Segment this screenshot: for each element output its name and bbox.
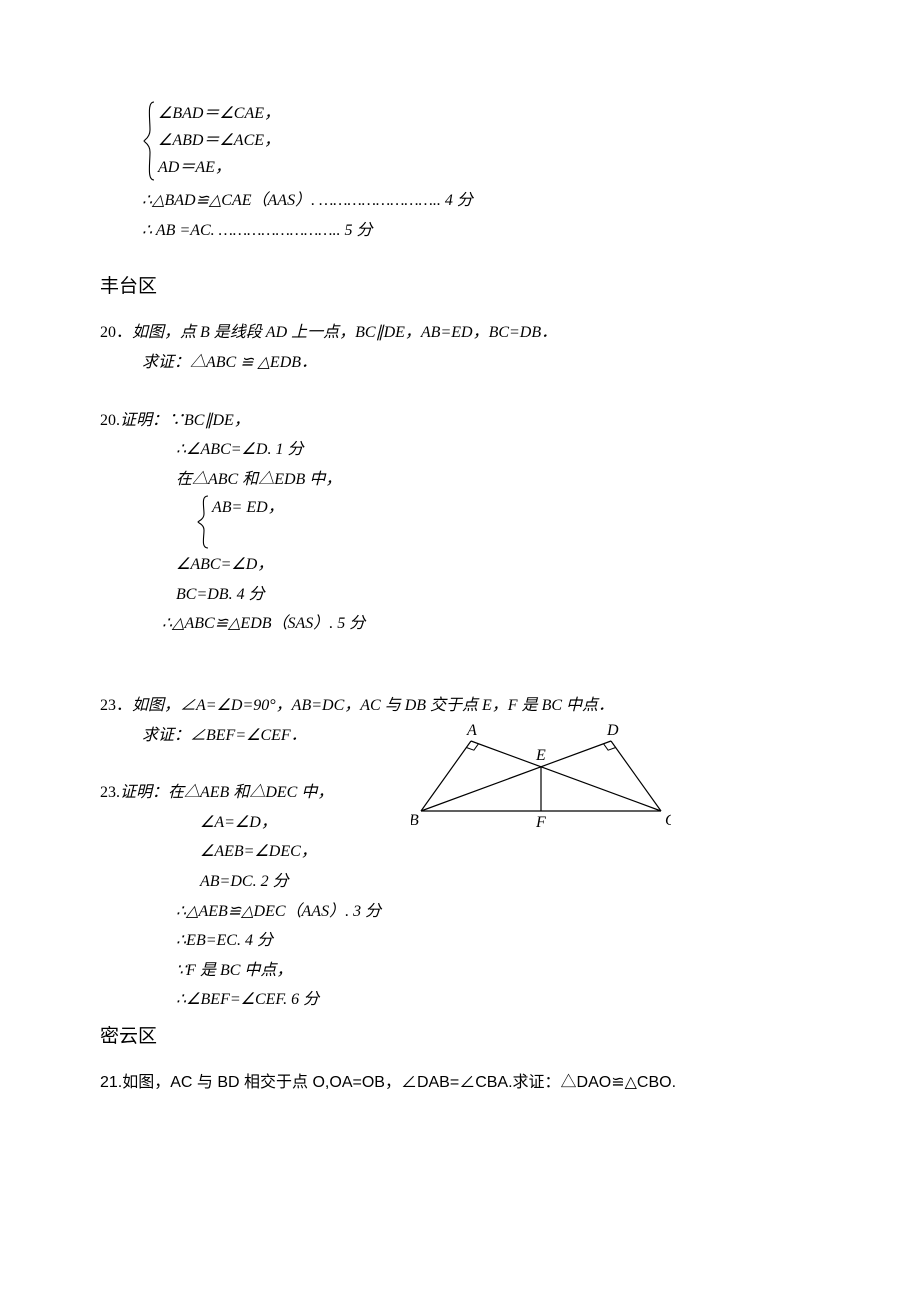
problem-number: 23．	[100, 691, 132, 721]
proof-23: 23. 证明：在△AEB 和△DEC 中，	[100, 778, 381, 808]
equation-brace-20: AB= ED，	[196, 494, 820, 550]
figure-23: A D E B F C	[411, 721, 671, 842]
svg-text:A: A	[466, 722, 477, 739]
eq-line: ∠ABD＝∠ACE，	[158, 127, 280, 154]
proof-line: ∴∠BEF=∠CEF. 6 分	[100, 985, 381, 1015]
eq-line: AD＝AE，	[158, 154, 280, 181]
problem-20: 20．如图，点 B 是线段 AD 上一点，BC∥DE，AB=ED，BC=DB．	[100, 318, 820, 348]
eq-line: ∠BAD＝∠CAE，	[158, 100, 280, 127]
section-miyun: 密云区	[100, 1019, 820, 1054]
proof-line: ∠A=∠D，	[100, 808, 381, 838]
eq-line: AB= ED，	[212, 494, 284, 521]
problem-text: 求证：△ABC ≌ △EDB．	[100, 348, 820, 378]
problem-21: 21.如图，AC 与 BD 相交于点 O,OA=OB，∠DAB=∠CBA.求证：…	[100, 1068, 820, 1098]
proof-line: ∴∠ABC=∠D. 1 分	[100, 435, 820, 465]
problem-number: 21.	[100, 1068, 122, 1098]
geometry-diagram: A D E B F C	[411, 721, 671, 831]
brace-lines: AB= ED，	[210, 494, 284, 550]
proof-line: ∴EB=EC. 4 分	[100, 926, 381, 956]
section-fengtai: 丰台区	[100, 269, 820, 304]
problem-text: 如图，AC 与 BD 相交于点 O,OA=OB，∠DAB=∠CBA.求证：△DA…	[122, 1074, 676, 1091]
proof-line: AB=DC. 2 分	[100, 867, 381, 897]
proof-number: 23.	[100, 778, 120, 808]
problem-text: 求证：∠BEF=∠CEF．	[100, 721, 381, 751]
proof-line: 证明：在△AEB 和△DEC 中，	[120, 784, 333, 801]
proof-line: ∴△AEB≌△DEC（AAS）. 3 分	[100, 897, 381, 927]
brace-lines: ∠BAD＝∠CAE， ∠ABD＝∠ACE， AD＝AE，	[156, 100, 280, 182]
problem-23-left: 求证：∠BEF=∠CEF． 23. 证明：在△AEB 和△DEC 中， ∠A=∠…	[100, 721, 381, 1015]
svg-text:C: C	[665, 812, 671, 829]
proof-20: 20. 证明：∵BC∥DE，	[100, 406, 820, 436]
svg-text:D: D	[606, 722, 619, 739]
proof-line: 证明：∵BC∥DE，	[120, 412, 250, 429]
problem-text: 如图，∠A=∠D=90°，AB=DC，AC 与 DB 交于点 E，F 是 BC …	[132, 697, 614, 714]
proof-line: ∠ABC=∠D，	[100, 550, 820, 580]
problem-23: 23．如图，∠A=∠D=90°，AB=DC，AC 与 DB 交于点 E，F 是 …	[100, 691, 820, 721]
problem-text: 如图，点 B 是线段 AD 上一点，BC∥DE，AB=ED，BC=DB．	[132, 324, 557, 341]
proof-line: ∴△ABC≌△EDB（SAS）. 5 分	[100, 609, 820, 639]
conclusion-line: ∴ AB =AC. …………………….. 5 分	[100, 216, 820, 246]
proof-number: 20.	[100, 406, 120, 436]
svg-text:B: B	[411, 812, 419, 829]
proof-line: ∠AEB=∠DEC，	[100, 837, 381, 867]
page: ∠BAD＝∠CAE， ∠ABD＝∠ACE， AD＝AE， ∴△BAD≌△CAE（…	[0, 0, 920, 1158]
proof-line: ∵F 是 BC 中点，	[100, 956, 381, 986]
proof-line: 在△ABC 和△EDB 中，	[100, 465, 820, 495]
problem-23-body: 求证：∠BEF=∠CEF． 23. 证明：在△AEB 和△DEC 中， ∠A=∠…	[100, 721, 820, 1015]
left-brace-icon	[142, 100, 156, 182]
conclusion-line: ∴△BAD≌△CAE（AAS）. …………………….. 4 分	[100, 186, 820, 216]
equation-brace-top: ∠BAD＝∠CAE， ∠ABD＝∠ACE， AD＝AE，	[142, 100, 820, 182]
problem-number: 20．	[100, 318, 132, 348]
proof-line: BC=DB. 4 分	[100, 580, 820, 610]
left-brace-icon	[196, 494, 210, 550]
svg-text:E: E	[535, 747, 546, 764]
svg-text:F: F	[535, 814, 546, 831]
